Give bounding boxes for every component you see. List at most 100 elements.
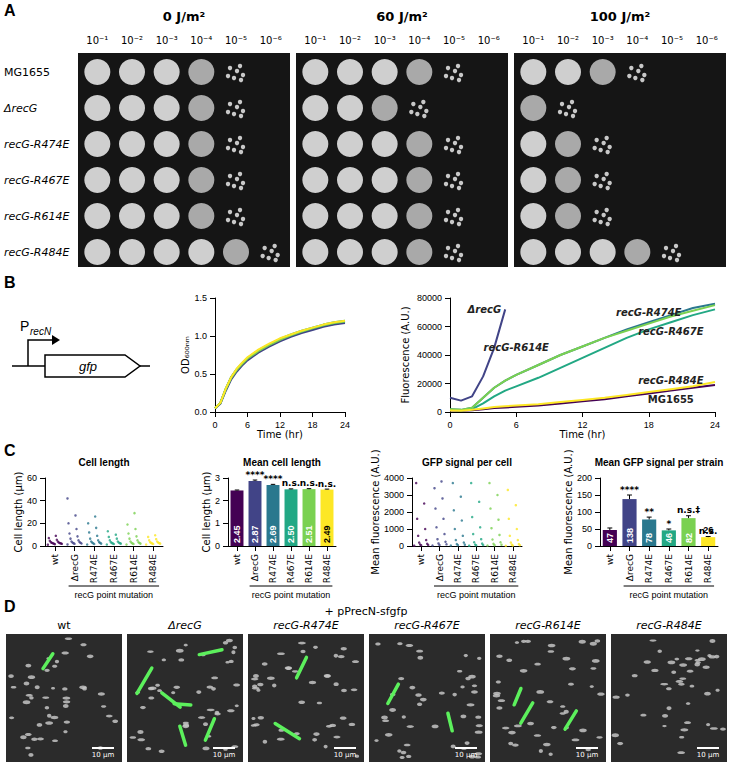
- svg-text:150: 150: [577, 490, 592, 500]
- svg-text:recG-R467E: recG-R467E: [638, 326, 704, 337]
- svg-text:wt: wt: [416, 554, 426, 565]
- svg-text:40000: 40000: [417, 350, 442, 360]
- svg-text:recG-R484E: recG-R484E: [636, 619, 701, 632]
- svg-text:R474E: R474E: [268, 554, 278, 583]
- svg-text:0: 0: [437, 407, 442, 417]
- svg-text:10⁻⁵: 10⁻⁵: [661, 35, 683, 46]
- svg-text:24: 24: [710, 420, 720, 430]
- svg-text:20000: 20000: [417, 379, 442, 389]
- svg-text:R474E: R474E: [453, 554, 463, 583]
- svg-text:wt: wt: [232, 554, 242, 565]
- svg-text:Time (hr): Time (hr): [256, 429, 303, 440]
- svg-text:n.s.: n.s.: [699, 526, 718, 536]
- svg-text:12: 12: [275, 420, 285, 430]
- svg-text:wt: wt: [57, 619, 71, 632]
- svg-text:R484E: R484E: [148, 554, 158, 583]
- svg-text:10⁻⁴: 10⁻⁴: [626, 35, 648, 46]
- svg-text:10⁻¹: 10⁻¹: [86, 35, 108, 46]
- svg-text:gfp: gfp: [79, 359, 97, 374]
- svg-text:2.51: 2.51: [304, 525, 314, 543]
- svg-text:80000: 80000: [417, 293, 442, 303]
- svg-text:R614E: R614E: [684, 554, 694, 583]
- svg-text:10⁻²: 10⁻²: [339, 35, 361, 46]
- svg-text:100: 100: [577, 507, 592, 517]
- svg-text:60000: 60000: [417, 322, 442, 332]
- svg-text:3000: 3000: [384, 490, 404, 500]
- svg-text:R474E: R474E: [89, 554, 99, 583]
- svg-text:P: P: [20, 318, 29, 334]
- svg-text:Mean cell length: Mean cell length: [243, 457, 321, 468]
- svg-text:50: 50: [582, 524, 592, 534]
- svg-text:0: 0: [32, 541, 37, 551]
- svg-text:2000: 2000: [384, 507, 404, 517]
- svg-text:2: 2: [215, 496, 220, 506]
- svg-text:recG-R614E: recG-R614E: [484, 342, 550, 353]
- svg-text:2.50: 2.50: [286, 525, 296, 543]
- svg-text:82: 82: [684, 533, 694, 543]
- svg-text:MG1655: MG1655: [648, 394, 694, 405]
- svg-text:6: 6: [514, 420, 519, 430]
- svg-text:0: 0: [587, 541, 592, 551]
- svg-text:46: 46: [664, 533, 674, 543]
- svg-text:2.87: 2.87: [250, 525, 260, 543]
- svg-text:0: 0: [212, 420, 217, 430]
- svg-text:10 µm: 10 µm: [697, 751, 720, 759]
- svg-text:3: 3: [215, 473, 220, 483]
- svg-text:n.s.: n.s.: [318, 479, 337, 489]
- svg-text:*: *: [666, 519, 671, 529]
- svg-text:R484E: R484E: [508, 554, 518, 583]
- svg-text:ΔrecG: ΔrecG: [70, 554, 80, 581]
- svg-text:2.49: 2.49: [322, 525, 332, 543]
- svg-text:2.69: 2.69: [268, 525, 278, 543]
- svg-text:0.5: 0.5: [194, 369, 207, 379]
- svg-text:10⁻⁴: 10⁻⁴: [190, 35, 212, 46]
- svg-text:recG point mutation: recG point mutation: [437, 590, 516, 600]
- svg-text:24: 24: [340, 420, 350, 430]
- svg-text:OD₆₀₀ₙₘ: OD₆₀₀ₙₘ: [180, 336, 191, 374]
- svg-text:recG-R614E: recG-R614E: [4, 210, 69, 223]
- svg-text:1.5: 1.5: [194, 293, 207, 303]
- svg-text:R474E: R474E: [644, 554, 654, 583]
- svg-text:ΔrecG: ΔrecG: [625, 554, 635, 581]
- svg-text:D: D: [4, 598, 16, 615]
- svg-text:10⁻⁶: 10⁻⁶: [478, 35, 500, 46]
- svg-text:0 J/m²: 0 J/m²: [163, 9, 205, 24]
- svg-text:10⁻⁵: 10⁻⁵: [443, 35, 465, 46]
- svg-text:10⁻⁴: 10⁻⁴: [408, 35, 430, 46]
- svg-text:4000: 4000: [384, 473, 404, 483]
- svg-text:10 µm: 10 µm: [455, 751, 478, 759]
- svg-text:R467E: R467E: [286, 554, 296, 583]
- svg-text:60: 60: [27, 473, 37, 483]
- svg-text:ΔrecG: ΔrecG: [467, 304, 502, 315]
- svg-text:recG-R474E: recG-R474E: [273, 619, 338, 632]
- svg-text:10⁻³: 10⁻³: [592, 35, 614, 46]
- svg-text:recG-R467E: recG-R467E: [394, 619, 459, 632]
- svg-text:Cell length (µm): Cell length (µm): [13, 471, 24, 552]
- svg-text:recG-R484E: recG-R484E: [4, 246, 69, 259]
- svg-text:A: A: [4, 2, 16, 19]
- svg-text:Cell length (µm): Cell length (µm): [201, 471, 212, 552]
- svg-text:10⁻³: 10⁻³: [374, 35, 396, 46]
- svg-text:wt: wt: [50, 554, 60, 565]
- svg-text:recG point mutation: recG point mutation: [75, 590, 154, 600]
- svg-text:****: ****: [620, 485, 639, 495]
- svg-text:recG-R484E: recG-R484E: [638, 375, 704, 386]
- svg-text:MG1655: MG1655: [4, 66, 50, 79]
- svg-text:R467E: R467E: [471, 554, 481, 583]
- svg-text:Time (hr): Time (hr): [559, 429, 606, 440]
- svg-text:****: ****: [246, 470, 265, 480]
- svg-text:18: 18: [644, 420, 654, 430]
- svg-text:40: 40: [27, 496, 37, 506]
- svg-text:n.s.: n.s.: [282, 478, 301, 488]
- svg-text:10⁻³: 10⁻³: [156, 35, 178, 46]
- svg-text:recG point mutation: recG point mutation: [630, 590, 709, 600]
- svg-text:1.0: 1.0: [194, 331, 207, 341]
- svg-text:R614E: R614E: [304, 554, 314, 583]
- svg-text:10⁻²: 10⁻²: [121, 35, 143, 46]
- svg-text:10⁻⁶: 10⁻⁶: [260, 35, 282, 46]
- svg-text:R467E: R467E: [664, 554, 674, 583]
- svg-text:ΔrecG: ΔrecG: [435, 554, 445, 581]
- svg-text:10 µm: 10 µm: [92, 751, 115, 759]
- svg-text:60 J/m²: 60 J/m²: [376, 9, 427, 24]
- svg-text:n.s.: n.s.: [300, 478, 319, 488]
